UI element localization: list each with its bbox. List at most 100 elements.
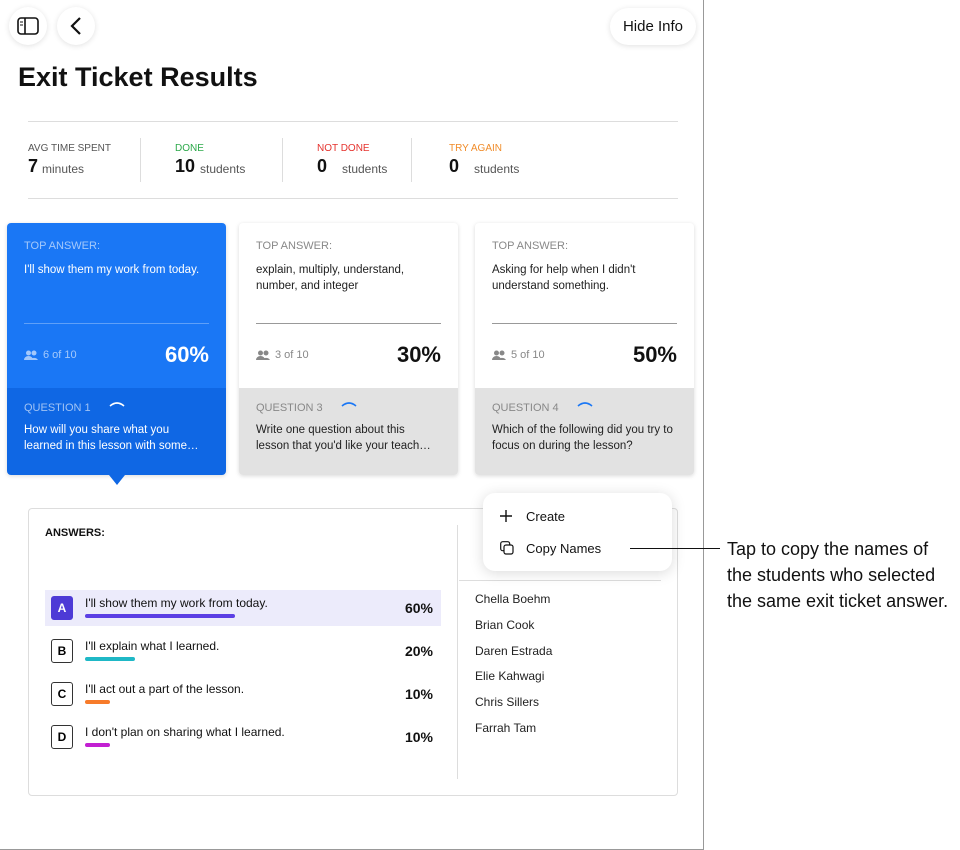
student-name: Brian Cook: [475, 617, 535, 632]
student-name: Farrah Tam: [475, 721, 537, 735]
stat-value: 0: [317, 156, 328, 176]
stat-label: TRY AGAIN: [449, 143, 502, 154]
answer-bar: [85, 700, 110, 704]
plus-icon: [500, 510, 512, 522]
selection-pointer: [109, 475, 125, 485]
response-count: 6 of 10: [24, 349, 77, 361]
people-icon: [256, 350, 270, 360]
people-icon: [492, 350, 506, 360]
answer-bar: [85, 657, 135, 661]
answer-row[interactable]: D I don't plan on sharing what I learned.…: [45, 719, 441, 755]
stat-unit: students: [474, 162, 520, 176]
top-percent: 50%: [632, 342, 677, 367]
divider: [24, 323, 209, 324]
answer-percent: 10%: [404, 729, 433, 745]
question-card[interactable]: TOP ANSWER: explain, multiply, understand…: [239, 223, 458, 475]
stat-unit: students: [200, 162, 246, 176]
question-label: QUESTION 4: [492, 402, 559, 414]
chevron-icon: [341, 402, 357, 407]
count-text: 3 of 10: [275, 349, 309, 361]
stat-label: NOT DONE: [317, 143, 370, 154]
card-top: TOP ANSWER: Asking for help when I didn't…: [475, 223, 694, 388]
answer-text: I don't plan on sharing what I learned.: [85, 725, 285, 739]
divider: [28, 121, 678, 122]
divider: [256, 323, 441, 324]
top-answer-label: TOP ANSWER:: [492, 240, 569, 252]
answer-text: I'll act out a part of the lesson.: [85, 682, 245, 696]
question-text: Write one question about this lesson tha…: [256, 424, 431, 452]
answer-letter: B: [51, 639, 73, 663]
menu-copy-names[interactable]: Copy Names: [526, 541, 602, 556]
answer-percent: 20%: [404, 643, 433, 659]
answer-row[interactable]: B I'll explain what I learned. 20%: [45, 633, 441, 669]
copy-icon: [500, 541, 514, 555]
answer-row[interactable]: C I'll act out a part of the lesson. 10%: [45, 676, 441, 712]
divider: [140, 138, 141, 182]
back-button[interactable]: [57, 7, 95, 45]
chevron-icon: [577, 402, 593, 407]
top-percent: 60%: [164, 342, 209, 367]
answer-bar: [85, 614, 235, 618]
card-bottom: QUESTION 4 Which of the following did you…: [475, 388, 694, 475]
count-text: 6 of 10: [43, 349, 77, 361]
answer-bar: [85, 743, 110, 747]
chevron-icon: [109, 402, 125, 407]
answer-row[interactable]: A I'll show them my work from today. 60%: [45, 590, 441, 626]
answer-letter: A: [51, 596, 73, 620]
student-name: Chris Sillers: [475, 695, 540, 710]
question-card[interactable]: TOP ANSWER: I'll show them my work from t…: [7, 223, 226, 475]
top-answer-label: TOP ANSWER:: [24, 240, 101, 252]
page-title: Exit Ticket Results: [18, 62, 258, 92]
callout-text: Tap to copy the names of the students wh…: [727, 539, 949, 611]
card-top: TOP ANSWER: explain, multiply, understand…: [239, 223, 458, 388]
top-percent: 30%: [396, 342, 441, 367]
question-text: Which of the following did you try to fo…: [492, 424, 673, 452]
answer-text: I'll explain what I learned.: [85, 639, 220, 653]
top-answer: I'll show them my work from today.: [24, 264, 200, 276]
answer-percent: 10%: [404, 686, 433, 702]
stat-label: AVG TIME SPENT: [28, 143, 111, 154]
context-menu: Create Copy Names: [483, 493, 672, 571]
student-name: Chella Boehm: [475, 592, 551, 606]
question-label: QUESTION 1: [24, 402, 91, 414]
answer-text: I'll show them my work from today.: [85, 596, 268, 610]
stat-value: 0: [449, 156, 460, 176]
student-name: Elie Kahwagi: [475, 669, 545, 684]
question-label: QUESTION 3: [256, 402, 323, 414]
sidebar-button[interactable]: [9, 7, 47, 45]
answer-percent: 60%: [404, 600, 433, 616]
stat-label: DONE: [175, 143, 204, 154]
answers-panel: ANSWERS: A I'll show them my work from to…: [28, 508, 678, 796]
divider: [492, 323, 677, 324]
card-bottom: QUESTION 3 Write one question about this …: [239, 388, 458, 475]
back-icon: [70, 17, 81, 35]
divider: [457, 525, 458, 779]
stat-value: 10: [175, 156, 196, 176]
student-name: Daren Estrada: [475, 643, 553, 658]
divider: [459, 580, 661, 581]
expand-chevron: [109, 394, 125, 412]
answer-letter: C: [51, 682, 73, 706]
divider: [28, 198, 678, 199]
question-card[interactable]: TOP ANSWER: Asking for help when I didn't…: [475, 223, 694, 475]
card-bottom: QUESTION 1 How will you share what you le…: [7, 388, 226, 475]
sidebar-icon: [17, 17, 39, 35]
top-answer-label: TOP ANSWER:: [256, 240, 333, 252]
card-top: TOP ANSWER: I'll show them my work from t…: [7, 223, 226, 388]
count-text: 5 of 10: [511, 349, 545, 361]
stat-unit: students: [342, 162, 388, 176]
expand-chevron: [341, 394, 357, 412]
response-count: 3 of 10: [256, 349, 309, 361]
top-answer: Asking for help when I didn't understand…: [492, 264, 636, 292]
hide-info-button[interactable]: Hide Info: [610, 8, 696, 45]
expand-chevron: [577, 394, 593, 412]
divider: [411, 138, 412, 182]
question-text: How will you share what you learned in t…: [24, 424, 199, 452]
stat-unit: minutes: [42, 162, 85, 176]
people-icon: [24, 350, 38, 360]
menu-create[interactable]: Create: [526, 509, 566, 524]
answer-letter: D: [51, 725, 73, 749]
answers-title: ANSWERS:: [45, 527, 105, 539]
divider: [282, 138, 283, 182]
